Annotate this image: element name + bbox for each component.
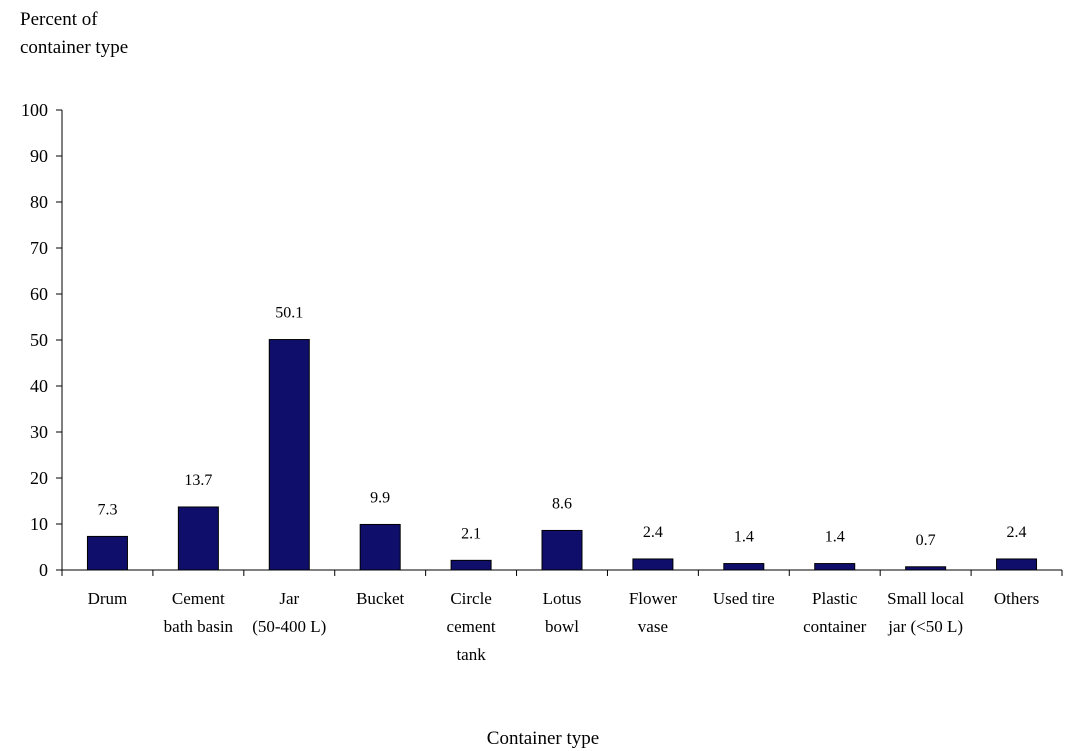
x-category-label: Circle cement tank (447, 589, 496, 664)
bar (177, 506, 219, 571)
x-category-label: Jar (50-400 L) (252, 589, 326, 636)
x-category-label: Bucket (356, 589, 404, 608)
data-label: 7.3 (97, 501, 117, 518)
x-category-label-line: cement (447, 617, 496, 636)
data-label: 2.4 (643, 524, 663, 541)
x-category-label-line: Drum (88, 589, 128, 608)
y-axis-title-line-2: container type (20, 37, 128, 58)
x-category-label: Cement bath basin (164, 589, 234, 636)
x-category-label-line: vase (638, 617, 668, 636)
x-category-label-line: Cement (172, 589, 225, 608)
y-tick-label: 40 (30, 376, 48, 396)
y-tick-label: 0 (39, 560, 48, 580)
y-tick-label: 60 (30, 284, 48, 304)
x-tick-labels: Drum Cement bath basin Jar (50-400 L) Bucket C… (88, 589, 1040, 664)
data-label: 13.7 (184, 472, 212, 489)
x-category-label-line: bath basin (164, 617, 234, 636)
bar (905, 566, 947, 571)
x-category-label-line: Flower (629, 589, 678, 608)
x-category-label: Plastic container (803, 589, 867, 636)
bars (86, 339, 1038, 571)
x-category-label-line: Plastic (812, 589, 858, 608)
x-category-label-line: Bucket (356, 589, 404, 608)
x-category-label-line: container (803, 617, 867, 636)
data-labels: 7.3 13.7 50.1 9.9 2.1 8.6 2.4 1.4 1.4 0.7 2.4 (97, 305, 1026, 549)
data-label: 2.4 (1007, 524, 1027, 541)
y-tick-label: 50 (30, 330, 48, 350)
x-category-label: Used tire (713, 589, 775, 608)
x-category-label-line: Small local (887, 589, 964, 608)
x-category-label-line: (50-400 L) (252, 617, 326, 636)
bar (632, 558, 674, 571)
data-label: 1.4 (734, 529, 754, 546)
data-label: 50.1 (275, 305, 303, 322)
x-category-label-line: Others (994, 589, 1039, 608)
x-axis-title: Container type (487, 728, 599, 749)
x-category-label: Drum (88, 589, 128, 608)
x-category-label-line: Lotus (543, 589, 582, 608)
y-tick-label: 80 (30, 192, 48, 212)
bar (359, 523, 401, 571)
data-label: 0.7 (916, 532, 936, 549)
x-category-label: Lotus bowl (543, 589, 582, 636)
data-label: 8.6 (552, 495, 572, 512)
bar (541, 529, 583, 571)
y-tick-label: 30 (30, 422, 48, 442)
y-tick-label: 20 (30, 468, 48, 488)
bar (723, 563, 765, 571)
x-category-label: Small local jar (<50 L) (887, 589, 964, 636)
x-category-label-line: Circle (450, 589, 492, 608)
x-category-label: Flower vase (629, 589, 678, 636)
x-category-label-line: tank (456, 645, 486, 664)
bar (86, 535, 128, 571)
y-axis-title: Percent of container type (20, 9, 128, 58)
x-category-label-line: Used tire (713, 589, 775, 608)
data-label: 9.9 (370, 489, 390, 506)
y-axis: 0 10 20 30 40 50 60 70 80 90 100 (21, 100, 63, 580)
y-tick-label: 90 (30, 146, 48, 166)
x-category-label-line: bowl (545, 617, 579, 636)
x-axis (61, 569, 1063, 576)
x-category-label-line: Jar (279, 589, 299, 608)
x-category-label: Others (994, 589, 1039, 608)
y-tick-label: 100 (21, 100, 48, 120)
y-tick-label: 70 (30, 238, 48, 258)
y-tick-label: 10 (30, 514, 48, 534)
bar (814, 563, 856, 571)
y-axis-title-line-1: Percent of (20, 9, 98, 30)
x-category-label-line: jar (<50 L) (887, 617, 963, 636)
bar (450, 559, 492, 571)
bar (996, 558, 1038, 571)
data-label: 1.4 (825, 529, 845, 546)
data-label: 2.1 (461, 525, 481, 542)
bar (268, 339, 310, 571)
